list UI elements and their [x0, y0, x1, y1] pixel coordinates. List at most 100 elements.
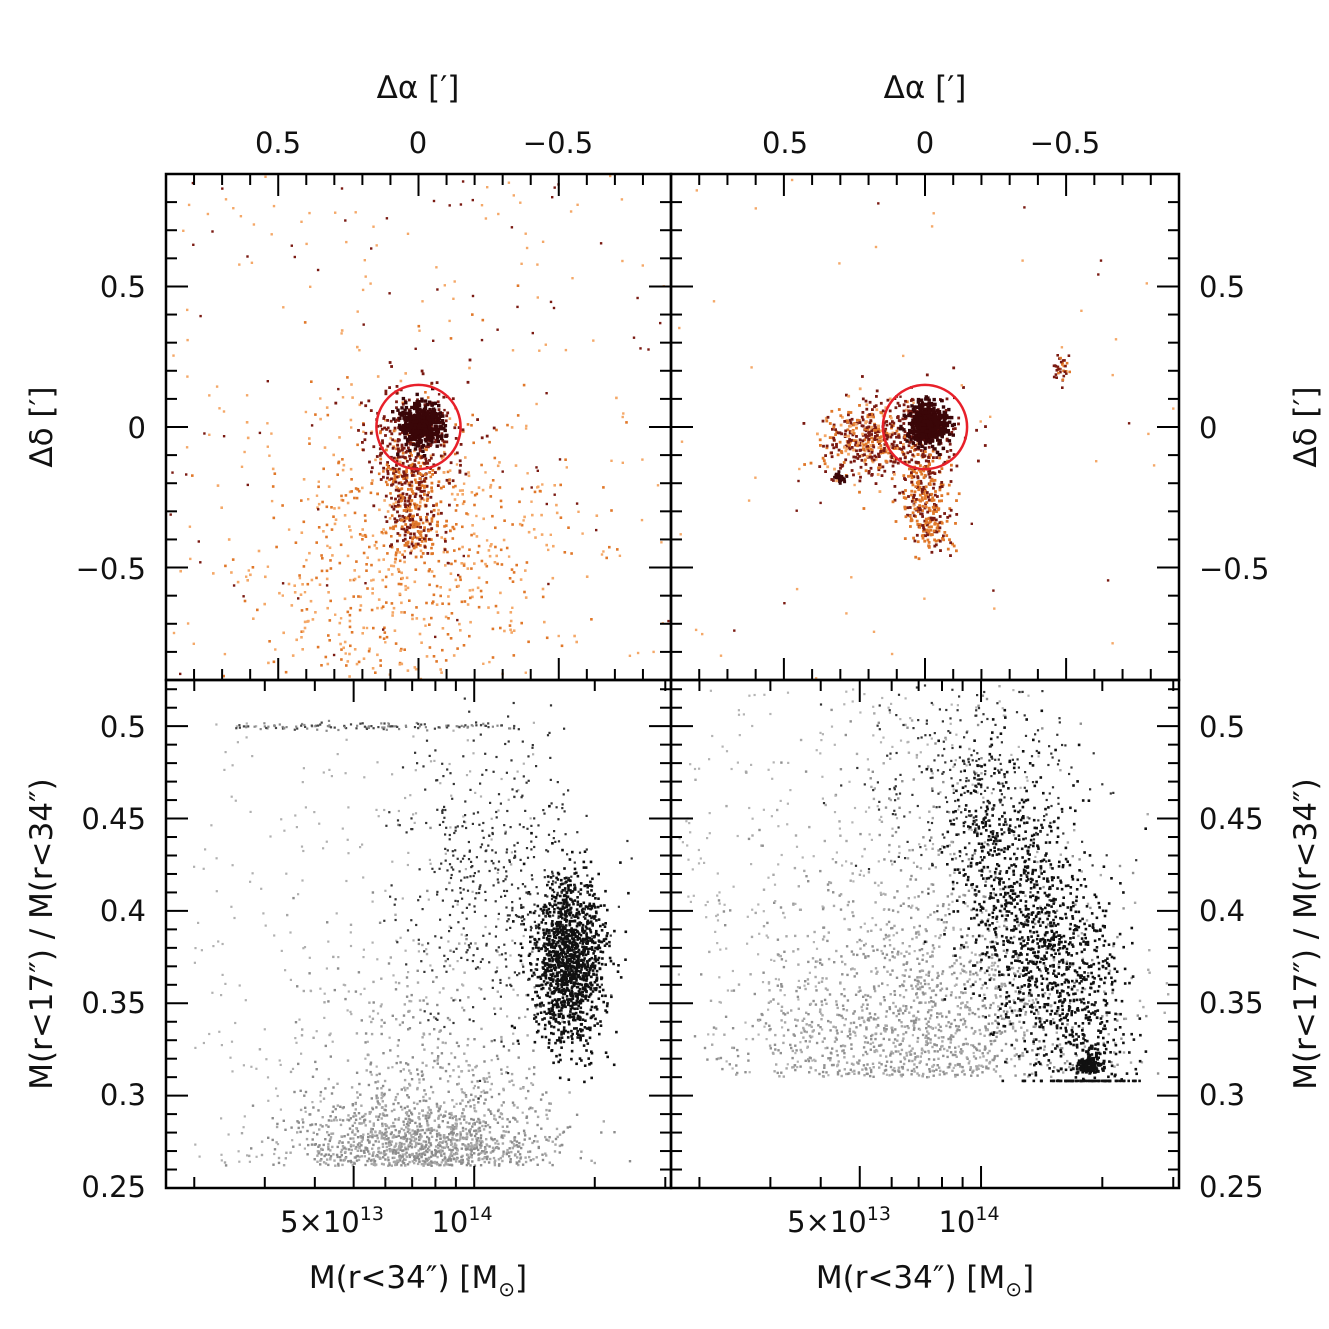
- data-point: [498, 1115, 501, 1119]
- data-point: [822, 459, 826, 463]
- data-point: [884, 450, 888, 454]
- data-point: [1063, 370, 1067, 374]
- data-point: [462, 1009, 466, 1012]
- data-point: [429, 1131, 432, 1135]
- data-point: [509, 1140, 512, 1143]
- data-point: [421, 1152, 424, 1155]
- data-point: [459, 1122, 462, 1125]
- data-point: [388, 386, 391, 389]
- data-point: [322, 467, 325, 471]
- data-point: [344, 997, 347, 1001]
- data-point: [379, 664, 382, 667]
- data-point: [858, 387, 862, 391]
- data-point: [942, 417, 947, 421]
- data-point: [450, 612, 454, 615]
- data-point: [413, 580, 417, 584]
- data-point: [401, 474, 404, 478]
- data-point: [375, 1094, 378, 1097]
- data-point: [370, 482, 374, 485]
- data-point: [368, 647, 371, 651]
- data-point: [430, 412, 434, 416]
- data-point: [413, 432, 417, 437]
- data-point: [464, 456, 467, 459]
- data-point: [489, 495, 493, 498]
- data-point: [878, 436, 882, 440]
- data-point: [414, 456, 418, 459]
- data-point: [913, 470, 916, 474]
- data-point: [397, 1118, 400, 1121]
- data-point: [402, 416, 406, 420]
- data-point: [898, 427, 903, 431]
- data-point: [875, 430, 879, 433]
- data-point: [406, 1120, 410, 1123]
- data-point: [934, 543, 938, 547]
- data-point: [934, 518, 938, 522]
- data-point: [531, 1083, 535, 1086]
- data-point: [931, 449, 935, 453]
- data-point: [326, 1131, 329, 1134]
- data-point: [419, 426, 423, 430]
- data-point: [822, 444, 825, 448]
- data-point: [911, 483, 915, 487]
- data-point: [1062, 374, 1066, 378]
- data-point: [317, 1109, 320, 1112]
- data-point: [423, 405, 428, 409]
- data-point: [443, 284, 446, 287]
- data-point: [371, 1147, 374, 1150]
- data-point: [355, 560, 358, 563]
- data-point: [471, 1145, 474, 1148]
- data-point: [404, 1153, 407, 1156]
- data-point: [409, 1137, 412, 1141]
- data-point: [318, 1144, 321, 1147]
- data-point: [525, 424, 528, 428]
- data-point: [398, 1142, 402, 1145]
- data-point: [349, 1152, 353, 1155]
- data-point: [561, 1020, 564, 1023]
- data-point: [426, 396, 430, 399]
- data-point: [802, 422, 806, 425]
- data-point: [887, 451, 890, 455]
- data-point: [496, 562, 499, 566]
- data-point: [951, 433, 955, 437]
- data-point: [835, 479, 839, 483]
- data-point: [394, 501, 398, 504]
- data-point: [421, 1159, 424, 1163]
- data-point: [361, 288, 365, 292]
- data-point: [482, 517, 485, 521]
- data-point: [392, 525, 395, 529]
- data-point: [408, 1121, 412, 1124]
- data-point: [337, 1164, 340, 1167]
- data-point: [593, 1161, 596, 1165]
- data-point: [924, 485, 928, 489]
- data-point: [945, 423, 950, 428]
- data-point: [392, 456, 396, 460]
- data-point: [529, 1159, 532, 1162]
- data-point: [415, 525, 419, 528]
- data-point: [477, 1153, 480, 1156]
- data-point: [905, 400, 909, 404]
- data-point: [934, 503, 938, 507]
- data-point: [405, 470, 408, 474]
- data-point: [512, 571, 516, 574]
- data-point: [437, 408, 441, 411]
- data-point: [861, 453, 865, 457]
- data-point: [419, 534, 423, 537]
- data-point: [382, 528, 385, 531]
- data-point: [413, 1161, 416, 1165]
- data-point: [861, 397, 865, 401]
- data-point: [489, 1151, 493, 1154]
- data-point: [419, 439, 423, 443]
- data-point: [436, 512, 440, 516]
- data-point: [527, 530, 531, 534]
- data-point: [840, 464, 844, 468]
- data-point: [514, 464, 518, 467]
- data-point: [541, 595, 545, 599]
- data-point: [388, 1162, 391, 1165]
- data-point: [356, 1130, 360, 1133]
- data-point: [302, 520, 306, 524]
- data-point: [390, 365, 393, 368]
- data-point: [449, 1153, 452, 1156]
- data-point: [348, 675, 351, 678]
- data-point: [467, 1143, 470, 1146]
- data-point: [328, 1033, 331, 1037]
